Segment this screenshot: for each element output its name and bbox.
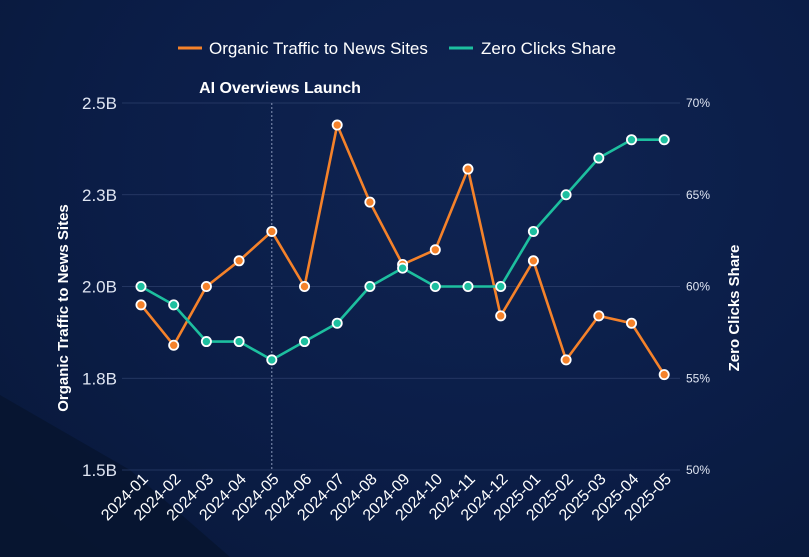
left-tick-label: 2.5B <box>82 94 117 113</box>
data-point-1[interactable] <box>462 280 474 292</box>
data-point-1[interactable] <box>135 280 147 292</box>
data-point-0[interactable] <box>658 369 670 381</box>
left-tick-label: 2.3B <box>82 186 117 205</box>
left-axis-title: Organic Traffic to News Sites <box>55 204 72 412</box>
data-point-1[interactable] <box>266 354 278 366</box>
data-point-0[interactable] <box>364 196 376 208</box>
data-point-0[interactable] <box>298 280 310 292</box>
right-tick-label: 55% <box>686 371 710 385</box>
right-axis-title: Zero Clicks Share <box>726 245 743 372</box>
data-point-1[interactable] <box>364 280 376 292</box>
data-point-0[interactable] <box>135 299 147 311</box>
data-point-1[interactable] <box>527 225 539 237</box>
background-shape <box>0 395 230 557</box>
left-tick-label: 1.5B <box>82 461 117 480</box>
legend: Organic Traffic to News Sites Zero Click… <box>178 39 616 58</box>
right-tick-label: 65% <box>686 188 710 202</box>
data-point-1[interactable] <box>626 134 638 146</box>
series-line-0 <box>139 123 666 376</box>
grid <box>122 102 680 471</box>
data-point-1[interactable] <box>168 299 180 311</box>
data-point-1[interactable] <box>233 336 245 348</box>
left-tick-label: 1.8B <box>82 369 117 388</box>
data-point-0[interactable] <box>560 354 572 366</box>
data-point-0[interactable] <box>593 310 605 322</box>
data-point-1[interactable] <box>495 280 507 292</box>
data-point-1[interactable] <box>658 134 670 146</box>
data-point-0[interactable] <box>331 119 343 131</box>
legend-label-traffic: Organic Traffic to News Sites <box>209 39 428 58</box>
data-point-1[interactable] <box>331 317 343 329</box>
data-point-0[interactable] <box>626 317 638 329</box>
right-tick-label: 60% <box>686 280 710 294</box>
data-point-0[interactable] <box>462 163 474 175</box>
data-point-0[interactable] <box>495 310 507 322</box>
left-tick-label: 2.0B <box>82 278 117 297</box>
data-point-1[interactable] <box>593 152 605 164</box>
annotation-label: AI Overviews Launch <box>199 80 361 97</box>
data-point-1[interactable] <box>200 336 212 348</box>
data-point-1[interactable] <box>397 262 409 274</box>
data-point-0[interactable] <box>527 255 539 267</box>
data-point-0[interactable] <box>168 339 180 351</box>
data-point-0[interactable] <box>266 225 278 237</box>
data-point-1[interactable] <box>560 189 572 201</box>
right-tick-label: 50% <box>686 463 710 477</box>
series-line-1 <box>140 138 665 362</box>
legend-label-zero-clicks: Zero Clicks Share <box>481 39 616 58</box>
data-point-0[interactable] <box>200 280 212 292</box>
data-point-0[interactable] <box>429 244 441 256</box>
series <box>135 119 670 381</box>
right-tick-label: 70% <box>686 96 710 110</box>
data-point-0[interactable] <box>233 255 245 267</box>
data-point-1[interactable] <box>429 280 441 292</box>
data-point-1[interactable] <box>298 336 310 348</box>
